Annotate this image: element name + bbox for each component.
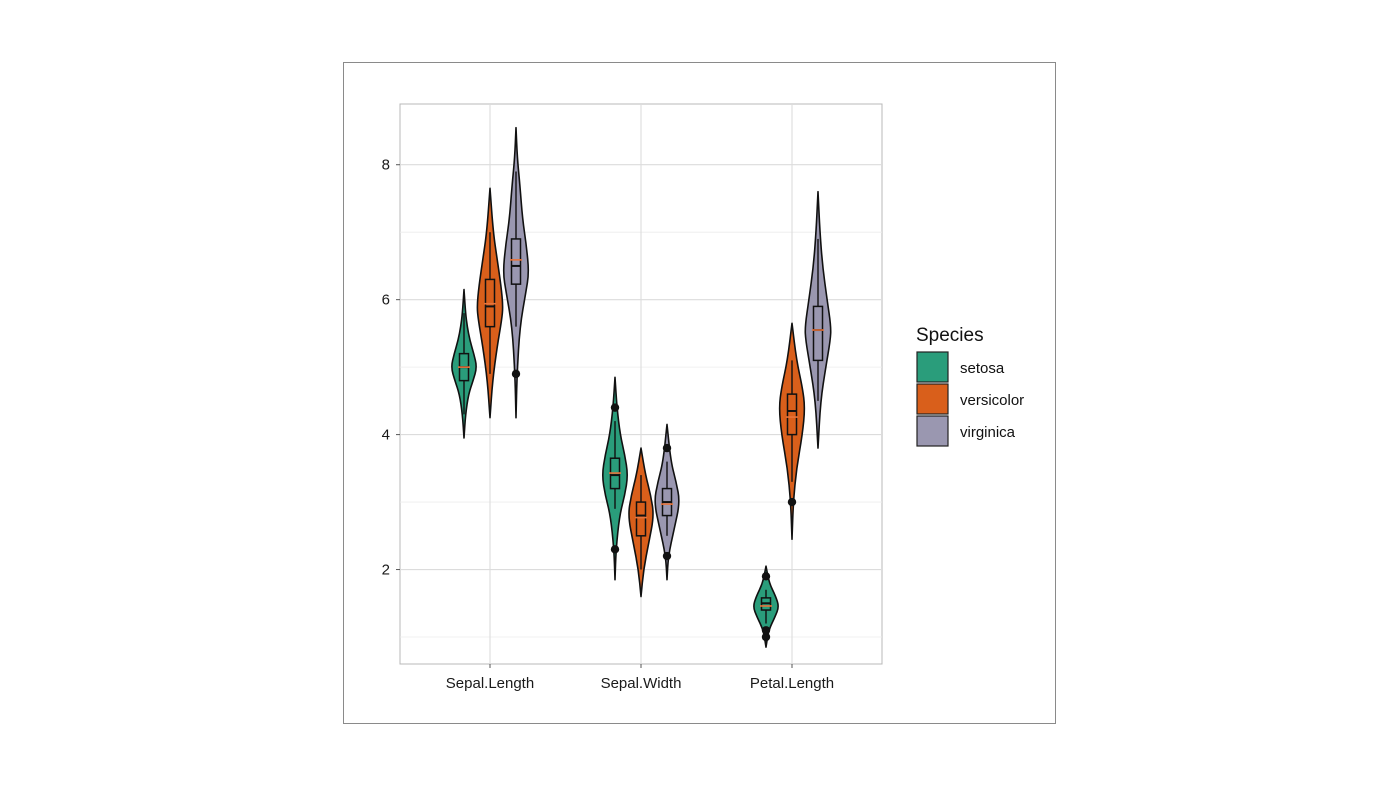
legend-key-virginica — [916, 415, 949, 447]
box-versicolor-Petal.Length — [786, 393, 798, 436]
x-tick-label: Petal.Length — [750, 675, 834, 692]
outlier-point — [761, 632, 771, 642]
y-tick-label: 2 — [382, 562, 390, 579]
outlier-point — [662, 551, 672, 561]
box-virginica-Sepal.Length — [510, 238, 522, 285]
axes: 2 4 6 8 Sepal.Length Sepal.Width Petal.Length — [382, 157, 834, 692]
legend-label-versicolor: versicolor — [960, 392, 1024, 409]
box-virginica-Petal.Length — [812, 305, 824, 362]
outlier-point — [610, 403, 620, 412]
x-tick-label: Sepal.Length — [446, 675, 534, 692]
outlier-point — [787, 497, 797, 507]
legend-title: Species — [916, 325, 984, 346]
violins — [451, 126, 832, 648]
x-tick-label: Sepal.Width — [601, 675, 682, 692]
outlier-point — [761, 572, 771, 581]
legend-key-versicolor — [916, 383, 949, 415]
y-tick-label: 4 — [382, 427, 390, 444]
legend-key-setosa — [916, 351, 949, 383]
legend-label-virginica: virginica — [960, 424, 1016, 441]
outlier-point — [662, 443, 672, 453]
outlier-point — [511, 369, 521, 379]
legend: Species setosa versicolor virginica — [916, 325, 1024, 447]
y-tick-label: 6 — [382, 292, 390, 309]
box-versicolor-Sepal.Width — [635, 501, 647, 537]
outlier-point — [610, 545, 620, 554]
legend-label-setosa: setosa — [960, 360, 1005, 377]
outlier-point — [761, 626, 771, 635]
y-tick-label: 8 — [382, 157, 390, 174]
